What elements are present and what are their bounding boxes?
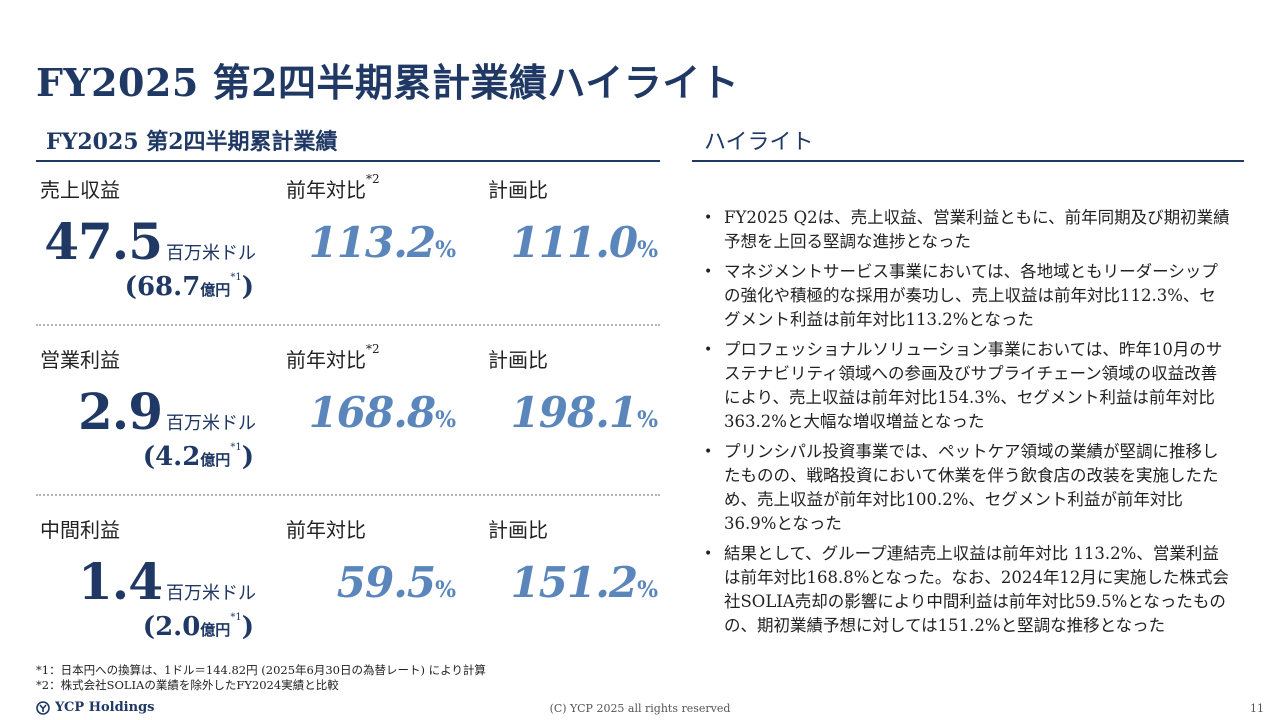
interim-profit-plan-percent: 151.2%: [510, 558, 658, 607]
footnote-1: *1：日本円への換算は、1ドル＝144.82円 (2025年6月30日の為替レー…: [36, 663, 486, 677]
operating-profit-yoy-label: 前年対比*2: [286, 342, 380, 372]
row-divider: [36, 494, 660, 496]
revenue-plan-label: 計画比: [488, 178, 548, 202]
revenue-jpy-value: (68.7億円*1): [124, 272, 254, 302]
company-logo: YCP Holdings: [36, 700, 154, 715]
operating-profit-plan-percent: 198.1%: [510, 388, 658, 437]
revenue-yoy-percent: 113.2%: [308, 218, 456, 267]
highlight-item: • 結果として、グループ連結売上収益は前年対比 113.2%、営業利益は前年対比1…: [704, 544, 1229, 635]
company-logo-text: YCP Holdings: [55, 700, 155, 715]
highlights-list: • FY2025 Q2は、売上収益、営業利益ともに、前年同期及び期初業績予想を上回…: [698, 206, 1232, 644]
operating-profit-yoy-percent: 168.8%: [308, 388, 456, 437]
operating-profit-value: 2.9 百万米ドル: [78, 382, 256, 441]
highlight-item: • プロフェッショナルソリューション事業においては、昨年10月のサステナビリティ領…: [704, 340, 1223, 431]
highlight-item: • プリンシパル投資事業では、ペットケア領域の業績が堅調に推移したものの、戦略投資…: [704, 442, 1219, 533]
revenue-value: 47.5 百万米ドル: [44, 212, 256, 271]
footnote-2: *2：株式会社SOLIAの業績を除外したFY2024実績と比較: [36, 678, 339, 692]
highlight-item: • FY2025 Q2は、売上収益、営業利益ともに、前年同期及び期初業績予想を上回…: [704, 208, 1230, 251]
interim-profit-jpy-value: (2.0億円*1): [142, 612, 254, 642]
revenue-label: 売上収益: [40, 178, 120, 202]
operating-profit-plan-label: 計画比: [488, 348, 548, 372]
interim-profit-yoy-label: 前年対比: [286, 518, 366, 542]
right-heading-rule: [692, 160, 1244, 162]
ycp-logo-icon: [36, 700, 50, 715]
left-heading-rule: [36, 160, 660, 162]
operating-profit-jpy-value: (4.2億円*1): [142, 442, 254, 472]
interim-profit-yoy-percent: 59.5%: [336, 558, 456, 607]
revenue-plan-percent: 111.0%: [510, 218, 658, 267]
right-section-heading: ハイライト: [704, 130, 814, 155]
left-section-heading: FY2025 第2四半期累計業績: [46, 129, 338, 155]
page-title: FY2025 第2四半期累計業績ハイライト: [36, 60, 740, 105]
revenue-yoy-label: 前年対比*2: [286, 172, 380, 202]
interim-profit-plan-label: 計画比: [488, 518, 548, 542]
row-divider: [36, 324, 660, 326]
highlight-item: • マネジメントサービス事業においては、各地域ともリーダーシップの強化や積極的な採…: [704, 262, 1218, 329]
interim-profit-value: 1.4 百万米ドル: [78, 552, 256, 611]
interim-profit-label: 中間利益: [40, 518, 120, 542]
page-number: 11: [1250, 702, 1264, 715]
copyright: (C) YCP 2025 all rights reserved: [549, 702, 731, 715]
operating-profit-label: 営業利益: [40, 348, 120, 372]
